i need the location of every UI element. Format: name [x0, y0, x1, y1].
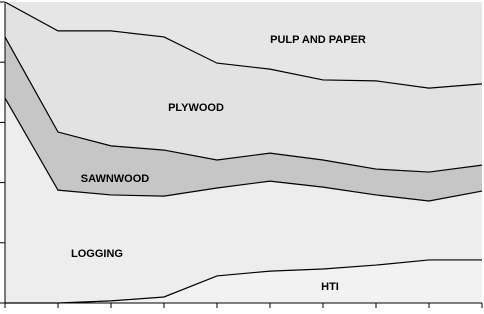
area [5, 2, 482, 173]
boundary-line [4, 1, 483, 89]
boundary-line [4, 97, 483, 202]
area [5, 98, 482, 303]
boundary-line [5, 259, 482, 304]
area [5, 36, 482, 201]
boundary-line [4, 36, 483, 173]
area-label: SAWNWOOD [81, 173, 149, 185]
area-label: LOGGING [71, 248, 123, 260]
area [5, 259, 482, 303]
area-label: HTI [321, 281, 339, 293]
area-label: PLYWOOD [168, 102, 224, 114]
area-label: PULP AND PAPER [270, 34, 366, 46]
area [5, 2, 482, 89]
